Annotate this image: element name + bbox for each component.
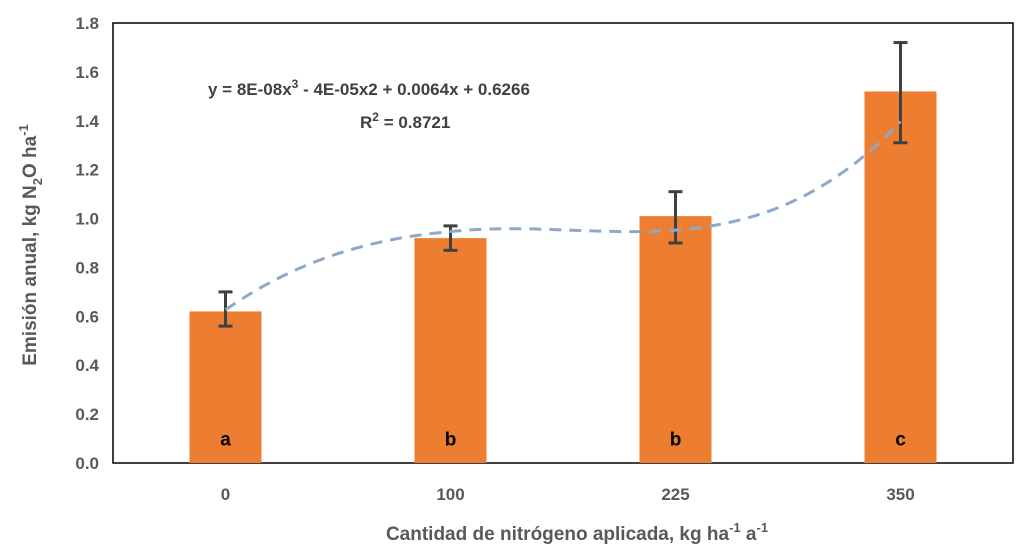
group-letter: a bbox=[220, 430, 231, 451]
bar bbox=[414, 238, 487, 463]
y-tick-label: 0.4 bbox=[75, 356, 99, 375]
bar bbox=[864, 91, 937, 463]
y-tick-label: 0.2 bbox=[75, 405, 99, 424]
x-axis-ticks: 0 100 225 350 bbox=[221, 485, 915, 504]
x-tick-label: 225 bbox=[661, 485, 689, 504]
group-letter: b bbox=[445, 430, 457, 451]
y-axis-ticks: 0.0 0.2 0.4 0.6 0.8 1.0 1.2 1.4 1.6 1.8 bbox=[75, 14, 99, 473]
group-letter: c bbox=[895, 430, 906, 451]
x-axis-title: Cantidad de nitrógeno aplicada, kg ha-1 … bbox=[386, 520, 768, 545]
y-tick-label: 1.4 bbox=[75, 112, 99, 131]
error-bars bbox=[218, 41, 908, 328]
r-squared: R2 = 0.8721 bbox=[360, 110, 450, 132]
x-tick-label: 0 bbox=[221, 485, 230, 504]
error-bar bbox=[893, 41, 908, 145]
y-tick-label: 1.0 bbox=[75, 210, 99, 229]
bars bbox=[189, 91, 937, 463]
trendline-equation: y = 8E-08x3 - 4E-05x2 + 0.0064x + 0.6266 bbox=[208, 77, 530, 99]
plot-area bbox=[112, 22, 1014, 464]
x-tick-label: 350 bbox=[886, 485, 914, 504]
error-bar bbox=[443, 224, 458, 252]
bar bbox=[639, 216, 712, 463]
y-tick-label: 1.8 bbox=[75, 14, 99, 33]
trendline bbox=[224, 120, 902, 312]
bar bbox=[189, 311, 262, 463]
group-letter: b bbox=[670, 430, 682, 451]
y-tick-label: 0.6 bbox=[75, 307, 99, 326]
x-tick-label: 100 bbox=[436, 485, 464, 504]
error-bar bbox=[668, 190, 683, 245]
y-axis-title: Emisión anual, kg N2O ha-1 bbox=[16, 124, 45, 366]
y-tick-label: 0.8 bbox=[75, 258, 99, 277]
y-tick-label: 1.6 bbox=[75, 63, 99, 82]
y-tick-label: 1.2 bbox=[75, 161, 99, 180]
y-tick-label: 0.0 bbox=[75, 454, 99, 473]
